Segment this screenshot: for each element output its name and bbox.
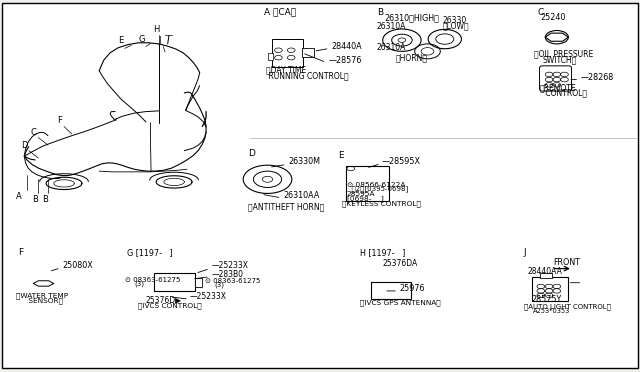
Text: H [1197-   ]: H [1197- ] [360,248,406,257]
Text: ⊙ 08566-6122A: ⊙ 08566-6122A [347,182,405,188]
Text: 〈OIL PRESSURE: 〈OIL PRESSURE [534,49,594,58]
Text: B: B [42,195,48,204]
Text: 〈IVCS CONTROL〉: 〈IVCS CONTROL〉 [138,302,201,309]
Text: 26330M: 26330M [288,157,320,166]
Text: ⊙ 08363-61275: ⊙ 08363-61275 [205,278,260,284]
Text: 26310〈HIGH〉: 26310〈HIGH〉 [384,13,439,22]
Text: SENSOR〉: SENSOR〉 [26,297,63,304]
Text: (3): (3) [134,281,145,287]
Text: —283B0: —283B0 [211,270,243,279]
Text: H: H [153,25,159,34]
Text: D: D [21,141,28,150]
Text: CONTROL〉: CONTROL〉 [543,89,587,97]
Text: 26310A: 26310A [376,22,406,31]
Text: 〈IVCS GPS ANTENNA〉: 〈IVCS GPS ANTENNA〉 [360,299,441,306]
Bar [532,277,568,301]
Bar [154,273,195,291]
Text: 25080X: 25080X [62,261,93,270]
Text: 〈HORN〉: 〈HORN〉 [396,54,428,62]
Text: 28440AA: 28440AA [528,267,563,276]
Text: B: B [32,195,38,204]
Text: 〈AUTO LIGHT CONTROL〉: 〈AUTO LIGHT CONTROL〉 [524,303,611,310]
Text: 28595A: 28595A [347,191,376,197]
Text: 25976: 25976 [399,284,425,293]
Text: 〈ANTITHEFT HORN〉: 〈ANTITHEFT HORN〉 [248,202,324,211]
Text: E: E [118,36,123,45]
Bar [268,53,273,60]
Text: E: E [338,151,344,160]
Text: G: G [139,35,145,44]
Text: [0698-    ]: [0698- ] [347,195,384,202]
Text: A 〈CA〉: A 〈CA〉 [264,8,296,17]
Bar [371,282,411,299]
Text: 〈LOW〉: 〈LOW〉 [443,22,470,31]
Text: 〈KEYLESS CONTROL〉: 〈KEYLESS CONTROL〉 [342,200,421,207]
Text: 25240: 25240 [541,13,566,22]
Text: G [1197-   ]: G [1197- ] [127,248,172,257]
Text: —25233X: —25233X [190,292,227,301]
Text: 26310AA: 26310AA [283,191,319,200]
Text: 〲2〳[0395-0698]: 〲2〳[0395-0698] [347,186,408,192]
Text: —28576: —28576 [328,56,362,65]
Text: 25376DA: 25376DA [383,259,418,268]
Bar [272,39,303,67]
Text: —28268: —28268 [580,73,614,82]
Bar [302,48,314,57]
Text: F: F [57,116,62,125]
Text: 26310A: 26310A [376,43,406,52]
Text: J: J [159,36,161,45]
Text: C: C [31,128,37,137]
Text: (3): (3) [214,282,225,288]
Text: SWITCH〉: SWITCH〉 [543,55,577,64]
Text: 〈REMOTE: 〈REMOTE [540,83,576,92]
Text: —25233X: —25233X [211,262,248,270]
Bar [346,166,389,201]
Text: FRONT: FRONT [554,258,580,267]
Bar [540,273,552,278]
Text: 〈DAY TIME: 〈DAY TIME [266,65,306,74]
Text: 28575Y: 28575Y [531,295,561,304]
Text: —28595X: —28595X [382,157,421,166]
FancyBboxPatch shape [540,66,572,91]
Text: RUNNING CONTROL〉: RUNNING CONTROL〉 [266,71,348,80]
Text: A253*0353: A253*0353 [532,308,570,314]
Text: D: D [248,149,255,158]
Bar [195,278,202,287]
Text: B: B [378,8,384,17]
Text: C: C [538,8,544,17]
Text: F: F [18,248,23,257]
Text: J: J [524,248,526,257]
Text: ⊙ 08363-61275: ⊙ 08363-61275 [125,277,180,283]
Text: 28440A: 28440A [332,42,362,51]
Text: A: A [17,192,22,201]
Text: 〈WATER TEMP: 〈WATER TEMP [16,292,68,299]
Text: 26330: 26330 [443,16,467,25]
Text: 25376D▶: 25376D▶ [146,295,182,304]
